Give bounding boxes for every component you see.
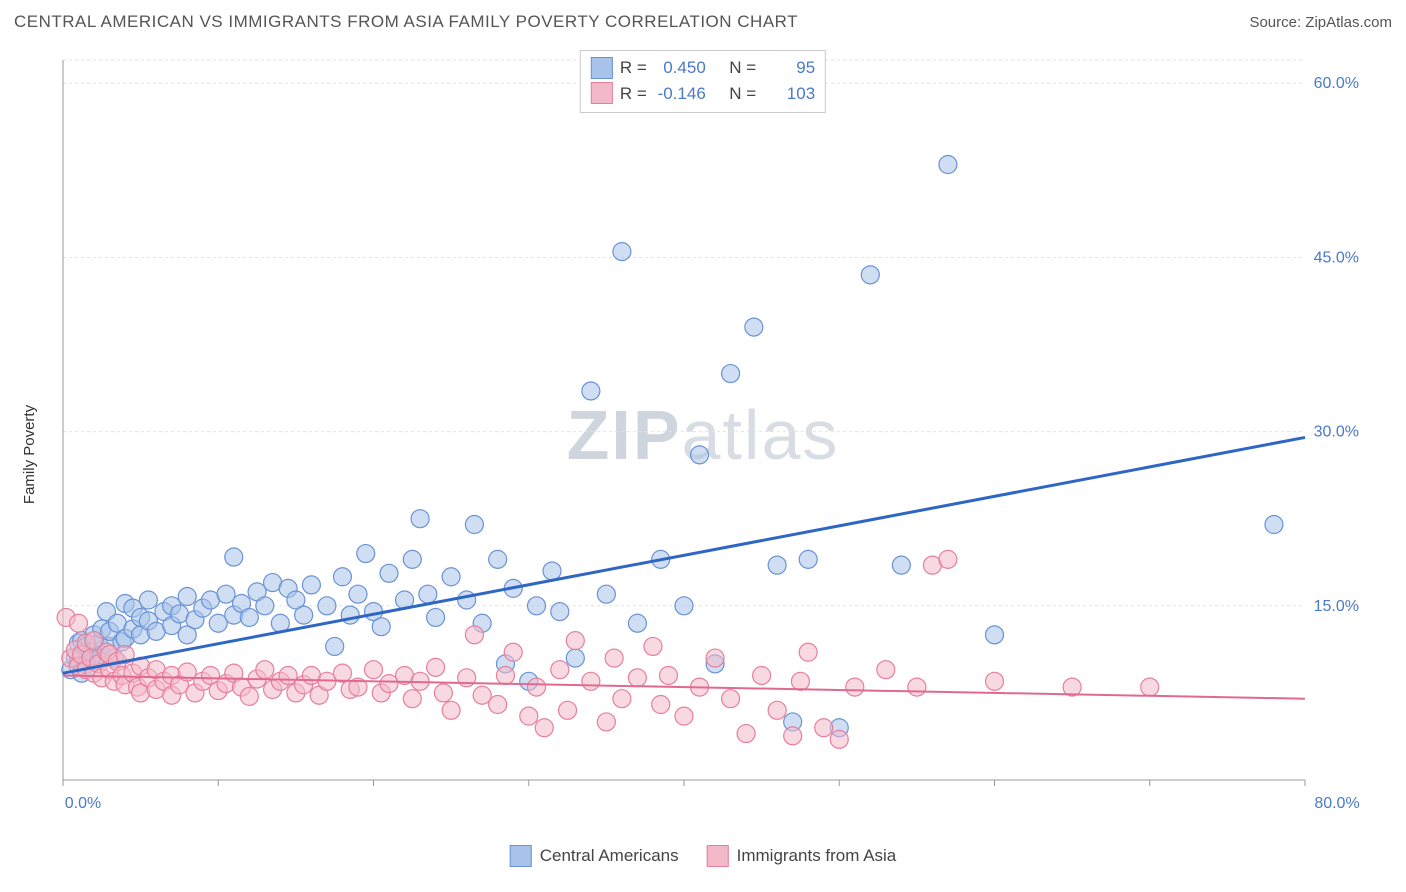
legend-row: R =0.450 N =95 [591, 55, 815, 81]
legend-swatch [591, 82, 613, 104]
legend-item: Central Americans [510, 845, 679, 867]
scatter-plot: 15.0% 30.0% 45.0% 60.0% 0.0% 80.0% [55, 50, 1365, 810]
legend-row: R =-0.146 N =103 [591, 81, 815, 107]
svg-text:60.0%: 60.0% [1314, 75, 1359, 92]
legend-swatch [591, 57, 613, 79]
legend-label: Immigrants from Asia [737, 846, 897, 866]
svg-text:0.0%: 0.0% [65, 795, 101, 810]
legend-swatch [707, 845, 729, 867]
legend-swatch [510, 845, 532, 867]
legend-item: Immigrants from Asia [707, 845, 897, 867]
y-axis-label: Family Poverty [21, 405, 38, 504]
legend-label: Central Americans [540, 846, 679, 866]
chart-title: CENTRAL AMERICAN VS IMMIGRANTS FROM ASIA… [14, 12, 798, 32]
source-label: Source: ZipAtlas.com [1249, 14, 1392, 31]
svg-text:30.0%: 30.0% [1314, 424, 1359, 441]
svg-text:45.0%: 45.0% [1314, 249, 1359, 266]
correlation-legend: R =0.450 N =95R =-0.146 N =103 [580, 50, 826, 113]
svg-text:15.0%: 15.0% [1314, 598, 1359, 615]
svg-text:80.0%: 80.0% [1314, 795, 1359, 810]
series-legend: Central Americans Immigrants from Asia [510, 845, 897, 867]
